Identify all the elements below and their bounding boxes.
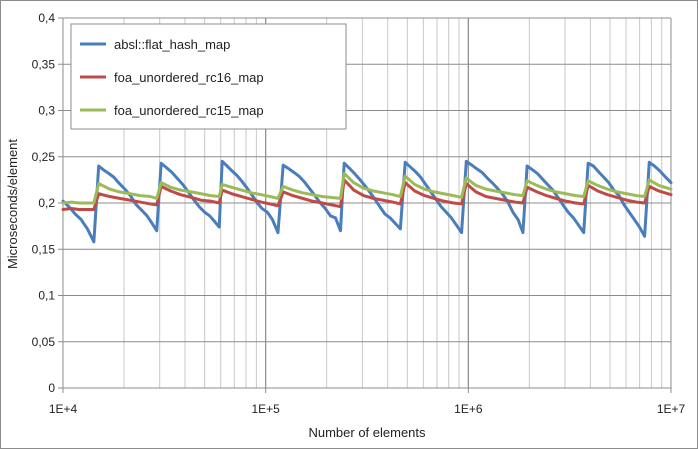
x-tick-label: 1E+4 — [49, 402, 78, 416]
legend-box — [70, 23, 347, 130]
y-tick-label: 0,2 — [38, 196, 55, 210]
y-tick-label: 0,3 — [38, 104, 55, 118]
legend-label-1: absl::flat_hash_map — [114, 37, 230, 52]
legend-label-2: foa_unordered_rc16_map — [114, 70, 264, 85]
x-tick-label: 1E+5 — [251, 402, 280, 416]
y-tick-label: 0,15 — [32, 242, 56, 256]
series-line-1 — [61, 159, 673, 244]
y-tick-label: 0,4 — [38, 11, 55, 25]
y-tick-label: 0,25 — [32, 150, 56, 164]
y-tick-label: 0,1 — [38, 289, 55, 303]
legend: absl::flat_hash_mapfoa_unordered_rc16_ma… — [70, 23, 347, 130]
x-tick-label: 1E+7 — [657, 402, 686, 416]
y-axis-title: Microseconds/element — [5, 139, 20, 269]
y-tick-label: 0,35 — [32, 57, 56, 71]
x-axis-title: Number of elements — [308, 425, 426, 440]
series-lines — [61, 159, 673, 244]
x-tick-label: 1E+6 — [454, 402, 483, 416]
series-line-3 — [61, 171, 673, 205]
y-tick-label: 0,05 — [32, 335, 56, 349]
legend-label-3: foa_unordered_rc15_map — [114, 103, 264, 118]
y-tick-label: 0 — [48, 381, 55, 395]
